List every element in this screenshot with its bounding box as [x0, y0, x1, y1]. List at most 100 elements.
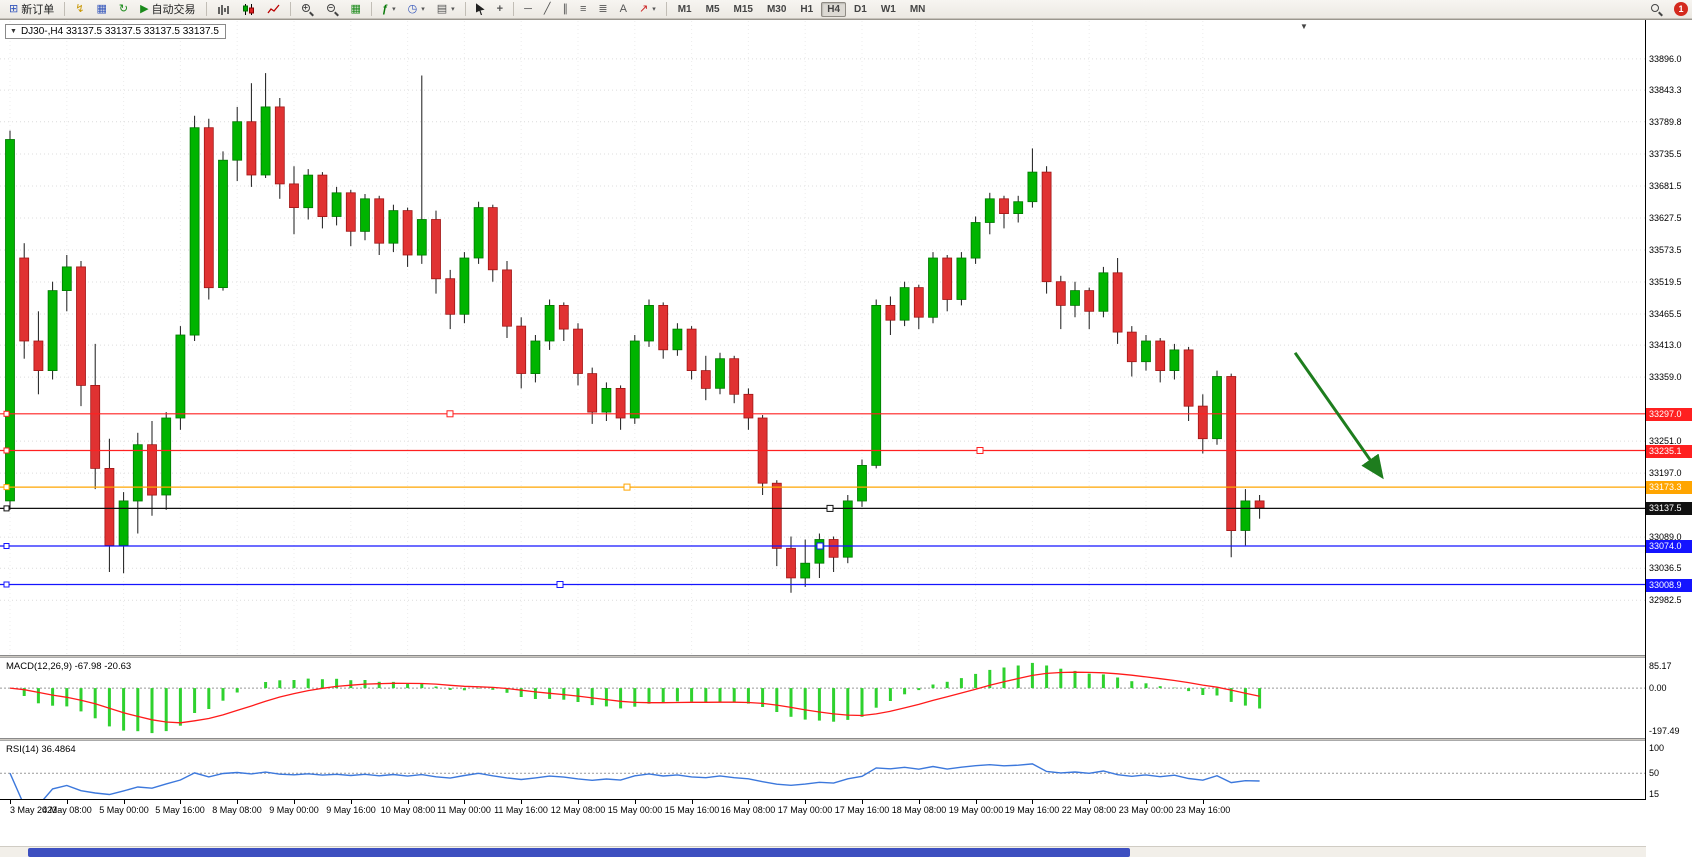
fibonacci-icon: ≡ [579, 2, 587, 15]
candle [161, 417, 172, 496]
candle [1141, 340, 1151, 363]
time-tick [1203, 800, 1204, 804]
candle [771, 482, 782, 549]
time-tick [862, 800, 863, 804]
scrollbar-thumb[interactable] [28, 848, 1130, 857]
time-axis-label: 4 May 08:00 [42, 805, 92, 815]
zoom-out-button[interactable]: − [321, 1, 344, 18]
refresh-button[interactable]: ↻ [114, 1, 133, 18]
timeframe-m5[interactable]: M5 [705, 3, 720, 15]
cursor-tool-button[interactable] [471, 1, 490, 18]
horizontal-scrollbar[interactable] [0, 846, 1692, 857]
candle [970, 222, 981, 259]
candle [445, 278, 456, 315]
candle [487, 207, 498, 271]
candle [672, 328, 683, 351]
time-tick [237, 800, 238, 804]
notification-badge[interactable]: 1 [1674, 2, 1688, 16]
autotrading-button[interactable]: ▶ 自动交易 [135, 1, 200, 18]
candle [374, 198, 385, 244]
toolbar-divider [513, 2, 515, 16]
level-handle [556, 581, 564, 588]
macd-axis-label: 0.00 [1649, 683, 1667, 693]
line-chart-mode-button[interactable] [262, 1, 285, 18]
grid-toggle-button[interactable]: ▦ [346, 1, 366, 18]
candle-chart-mode-button[interactable] [237, 1, 260, 18]
timeframe-w1[interactable]: W1 [880, 3, 896, 15]
bar-chart-mode-button[interactable] [212, 1, 235, 18]
charts-button[interactable]: ↯ [70, 1, 89, 18]
macd-axis-label: -197.49 [1649, 726, 1680, 736]
rsi-axis-label: 50 [1649, 768, 1660, 778]
rsi-axis-label: 15 [1649, 789, 1660, 799]
timeframe-m15[interactable]: M15 [733, 3, 753, 15]
candlestick-chart[interactable] [0, 21, 1646, 655]
time-axis-label: 15 May 00:00 [607, 805, 663, 815]
grid-icon: ▦ [350, 2, 361, 15]
time-axis-label: 3 May 2023 [10, 805, 58, 815]
search-button[interactable] [1645, 1, 1668, 18]
fibonacci-tool-button[interactable]: ≡ [575, 1, 591, 18]
chart-title[interactable]: ▼ DJ30-,H4 33137.5 33137.5 33137.5 33137… [5, 24, 226, 39]
cursor-icon [475, 3, 485, 15]
hline-tool-button[interactable]: ─ [519, 1, 537, 18]
timeframe-m30[interactable]: M30 [766, 3, 787, 15]
price-badge: 33137.5 [1646, 502, 1692, 515]
template-icon: ▤ [436, 2, 448, 15]
candle [1013, 201, 1024, 214]
candle [19, 257, 30, 342]
timeframe-m1[interactable]: M1 [677, 3, 692, 15]
arrows-tool-button[interactable]: ↗ ▾ [634, 1, 661, 18]
timeframe-mn[interactable]: MN [909, 3, 926, 15]
timeframe-h1[interactable]: H1 [800, 3, 814, 15]
templates-button[interactable]: ▤ ▾ [432, 1, 460, 18]
periods-button[interactable]: ◷ ▾ [403, 1, 430, 18]
timeframe-d1[interactable]: D1 [854, 3, 867, 15]
time-tick [805, 800, 806, 804]
time-axis-label: 19 May 16:00 [1004, 805, 1060, 815]
shapes-icon: ≣ [598, 2, 608, 15]
time-axis-label: 23 May 00:00 [1118, 805, 1174, 815]
panel-separator[interactable] [0, 655, 1692, 658]
chart-shift-marker-icon[interactable]: ▼ [1300, 22, 1308, 31]
new-order-button[interactable]: ⊞ 新订单 [4, 1, 59, 18]
candle [90, 384, 101, 469]
candle [1226, 376, 1237, 532]
timeframe-h4[interactable]: H4 [821, 1, 847, 17]
market-watch-button[interactable]: ▦ [91, 1, 111, 18]
candle [1112, 272, 1123, 333]
channel-tool-button[interactable]: ∥ [557, 1, 573, 18]
zoom-out-icon: − [326, 3, 339, 16]
text-tool-button[interactable]: A [615, 1, 632, 18]
candle [33, 340, 44, 372]
time-axis-label: 17 May 00:00 [777, 805, 833, 815]
search-icon [1650, 3, 1663, 16]
panel-separator[interactable] [0, 738, 1692, 741]
candle [700, 370, 711, 389]
toolbar-divider [665, 2, 667, 16]
text-tool-icon: A [619, 2, 627, 15]
toolbar-divider [289, 2, 291, 16]
price-badge: 33297.0 [1646, 408, 1692, 421]
shapes-tool-button[interactable]: ≣ [593, 1, 612, 18]
macd-axis-label: 85.17 [1649, 661, 1672, 671]
time-axis[interactable]: 3 May 2023 4 May 08:00 5 May 00:00 5 May 16… [0, 799, 1692, 825]
indicators-button[interactable]: ƒ ▾ [377, 1, 401, 18]
price-axis-label: 33465.5 [1649, 309, 1682, 319]
candle [317, 174, 328, 218]
candle [842, 500, 853, 558]
candle [473, 207, 484, 259]
time-tick [919, 800, 920, 804]
candle [800, 562, 811, 579]
price-axis-label: 33251.0 [1649, 436, 1682, 446]
crosshair-tool-button[interactable]: + [492, 1, 508, 18]
time-axis-label: 16 May 08:00 [720, 805, 776, 815]
macd-panel[interactable] [0, 658, 1646, 738]
trendline-tool-button[interactable]: ╱ [539, 1, 556, 18]
zoom-in-button[interactable]: + [296, 1, 319, 18]
candle [345, 192, 356, 232]
price-axis[interactable]: 33896.0 33843.3 33789.8 33735.5 33681.5 33627… [1646, 20, 1692, 857]
time-axis-label: 12 May 08:00 [550, 805, 606, 815]
rsi-panel[interactable] [0, 741, 1646, 799]
